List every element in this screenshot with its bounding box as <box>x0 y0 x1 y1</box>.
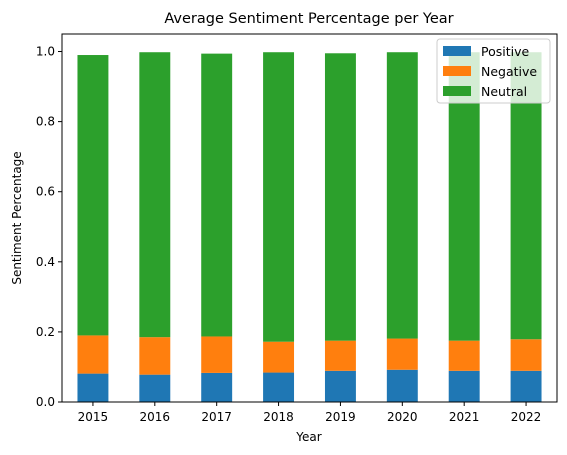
bar-positive-2019 <box>324 370 356 402</box>
bar-neutral-2015 <box>77 55 109 336</box>
y-tick-label: 0.4 <box>36 255 55 269</box>
bar-negative-2020 <box>386 338 418 370</box>
bar-negative-2021 <box>448 340 480 371</box>
y-tick-label: 0.0 <box>36 395 55 409</box>
bar-negative-2022 <box>510 339 542 371</box>
bar-positive-2021 <box>448 370 480 402</box>
x-tick-label: 2020 <box>387 410 418 424</box>
legend-label-negative: Negative <box>481 64 537 79</box>
x-tick-label: 2019 <box>325 410 356 424</box>
y-tick-label: 1.0 <box>36 45 55 59</box>
x-tick-label: 2018 <box>263 410 294 424</box>
x-tick-label: 2021 <box>449 410 480 424</box>
x-axis-label: Year <box>295 430 321 444</box>
x-tick-label: 2022 <box>511 410 542 424</box>
plot-frame <box>61 33 558 403</box>
y-tick-label: 0.8 <box>36 115 55 129</box>
bar-positive-2015 <box>77 373 109 402</box>
bar-positive-2018 <box>263 372 295 402</box>
y-axis-label: Sentiment Percentage <box>10 151 24 284</box>
chart-title: Average Sentiment Percentage per Year <box>164 11 453 27</box>
bar-negative-2015 <box>77 335 109 374</box>
bar-neutral-2018 <box>263 52 295 342</box>
bar-neutral-2016 <box>139 52 171 338</box>
legend-label-neutral: Neutral <box>481 84 527 99</box>
x-tick-label: 2015 <box>78 410 109 424</box>
bar-positive-2020 <box>386 369 418 402</box>
legend-swatch-negative <box>443 66 471 76</box>
bar-negative-2018 <box>263 341 295 373</box>
legend-label-positive: Positive <box>481 44 529 59</box>
bar-positive-2022 <box>510 370 542 402</box>
legend-swatch-neutral <box>443 86 471 96</box>
bar-neutral-2019 <box>324 53 356 341</box>
x-tick-label: 2017 <box>201 410 232 424</box>
bar-negative-2017 <box>201 336 233 373</box>
legend-swatch-positive <box>443 46 471 56</box>
bar-negative-2019 <box>324 340 356 371</box>
legend: Positive Negative Neutral <box>436 38 551 104</box>
bar-positive-2017 <box>201 372 233 402</box>
x-tick-label: 2016 <box>140 410 171 424</box>
x-axis: 2015 2016 2017 2018 2019 2020 2021 2022 <box>78 402 542 424</box>
bars-group <box>77 52 542 402</box>
y-tick-label: 0.2 <box>36 325 55 339</box>
y-axis: 0.0 0.2 0.4 0.6 0.8 1.0 <box>36 45 62 409</box>
bar-neutral-2020 <box>386 52 418 339</box>
bar-neutral-2017 <box>201 53 233 337</box>
bar-positive-2016 <box>139 374 171 402</box>
bar-negative-2016 <box>139 337 171 375</box>
y-tick-label: 0.6 <box>36 185 55 199</box>
